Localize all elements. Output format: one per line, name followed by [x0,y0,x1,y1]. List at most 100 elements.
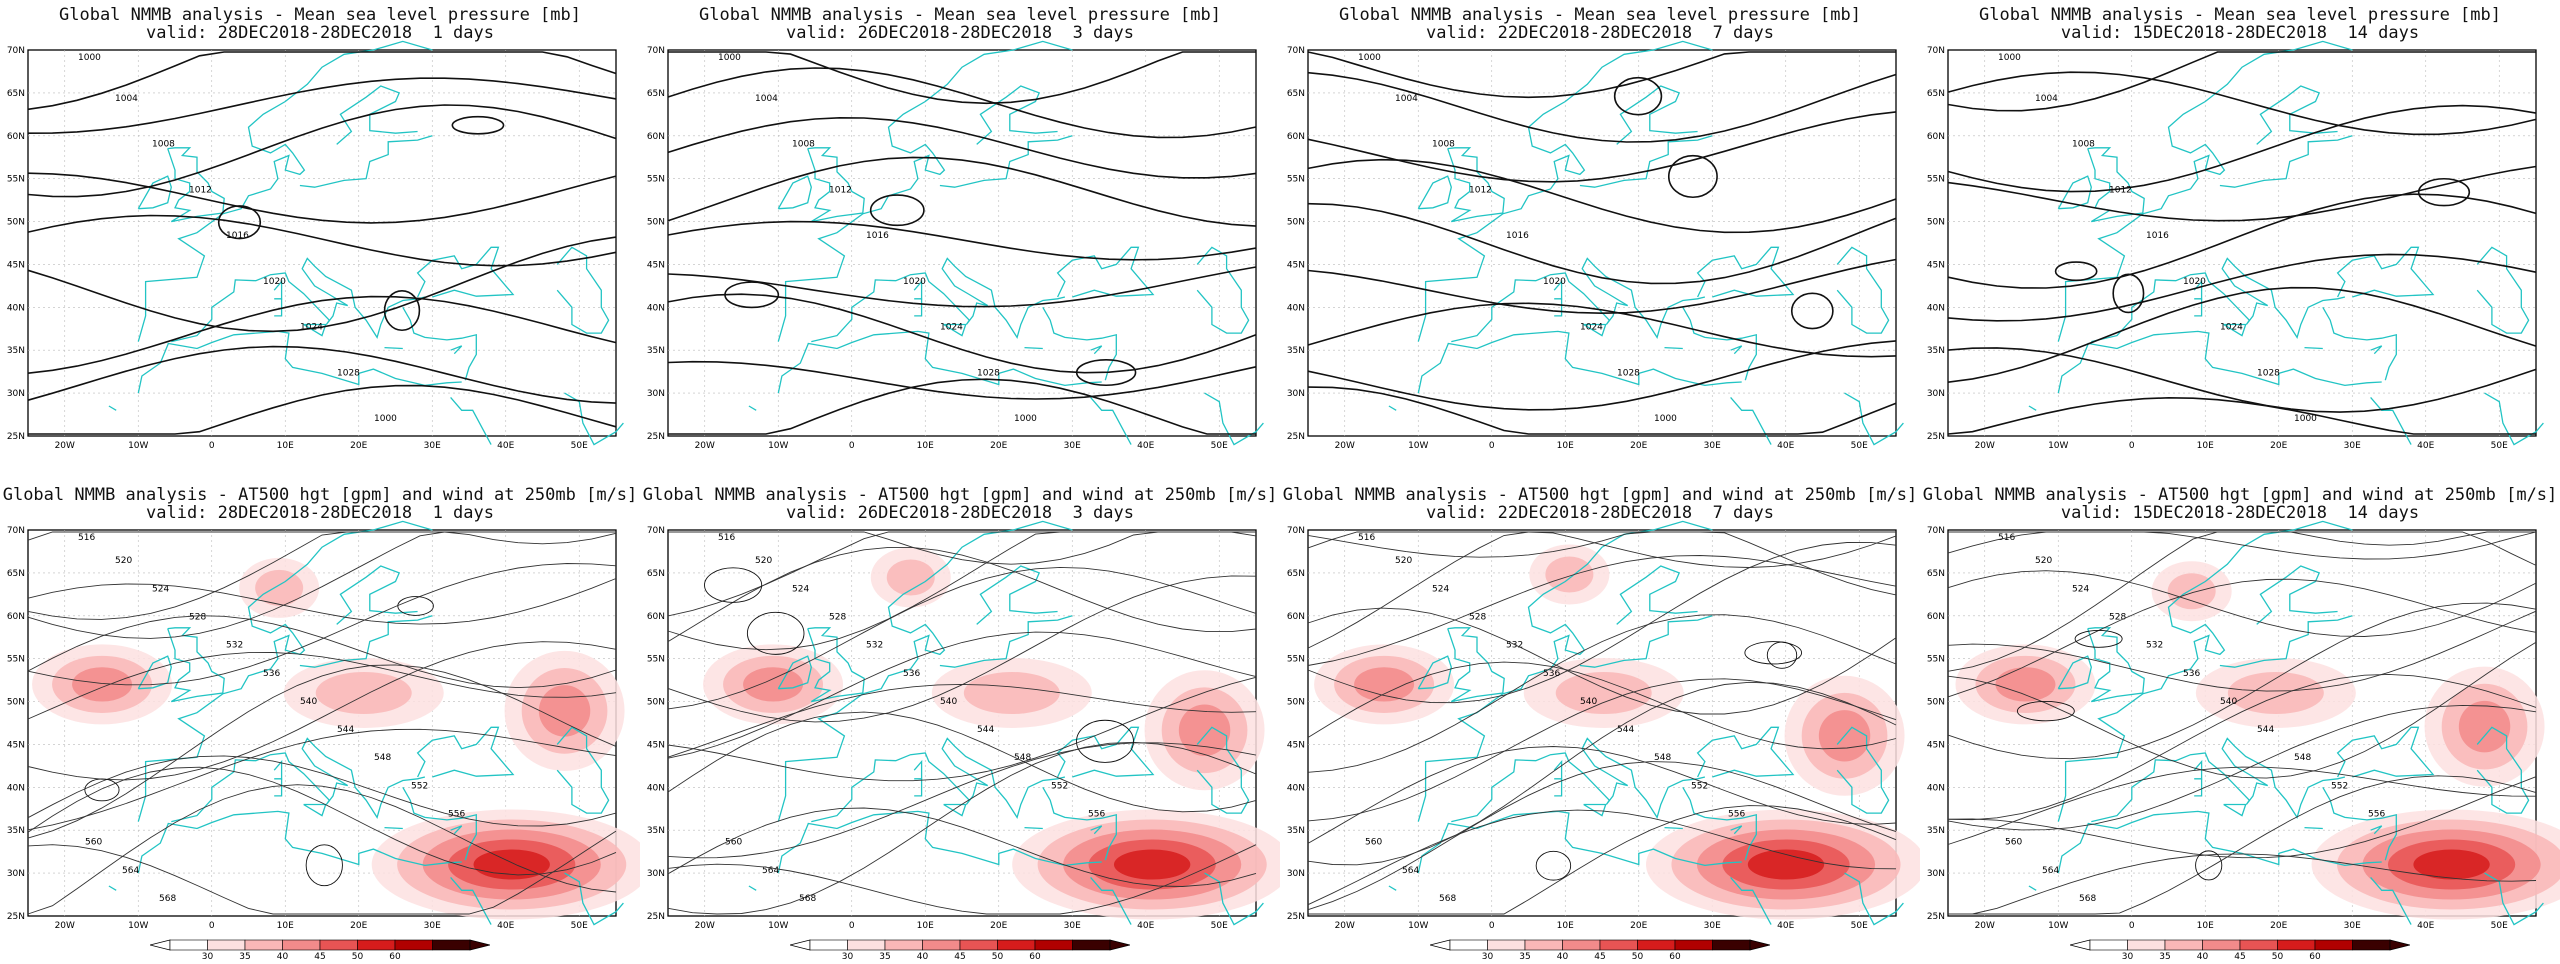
y-tick-label: 45N [7,260,25,270]
colorbar-segment [395,940,433,950]
x-tick-label: 40E [2417,441,2434,451]
y-tick-label: 65N [1927,569,1945,579]
x-tick-label: 20E [2270,921,2287,931]
contour-label: 1004 [2035,94,2058,104]
y-tick-label: 45N [7,740,25,750]
x-tick-label: 50E [1211,441,1228,451]
y-tick-label: 70N [647,526,665,536]
y-tick-label: 70N [7,526,25,536]
contour-label: 528 [829,612,846,622]
panel-z500-14days: Global NMMB analysis - AT500 hgt [gpm] a… [1920,480,2560,960]
wind-shade-area [1995,667,2055,701]
colorbar-tick-label: 45 [314,952,325,960]
colorbar-segment [433,940,471,950]
colorbar-tick-label: 40 [1557,952,1569,960]
colorbar-tick-label: 35 [1519,952,1530,960]
map-plot: 10001004100810121016102010241028100020W 1… [1280,0,1920,480]
y-tick-label: 65N [1287,89,1305,99]
colorbar-segment [810,940,848,950]
colorbar-segment [923,940,961,950]
y-tick-label: 60N [647,132,665,142]
colorbar-segment [320,940,358,950]
y-tick-label: 45N [1927,740,1945,750]
colorbar-segment [848,940,886,950]
contour-label: 564 [2042,866,2059,876]
x-tick-label: 30E [1064,441,1081,451]
x-tick-label: 20W [695,921,715,931]
contour-label: 1016 [2146,231,2169,241]
map-plot: 516 520 524 528 532 536 540 544 548 552 556 560 564 5… [1280,480,1920,960]
y-tick-label: 70N [1287,526,1305,536]
colorbar-segment [2128,940,2166,950]
wind-colorbar: 30 35 40 45 50 60 [1430,938,1770,960]
x-tick-label: 10E [1557,441,1574,451]
y-tick-label: 40N [647,783,665,793]
colorbar-segment [1450,940,1488,950]
panel-mslp-14days: Global NMMB analysis - Mean sea level pr… [1920,0,2560,480]
contour-label: 568 [1439,894,1456,904]
contour-label: 1000 [78,53,101,63]
colorbar-segment [2203,940,2241,950]
x-tick-label: 50E [2491,921,2508,931]
contour-label: 1016 [866,231,889,241]
panel-valid-period: valid: 22DEC2018-28DEC2018 7 days [1280,24,1920,43]
y-tick-label: 25N [7,912,25,922]
y-tick-label: 55N [647,655,665,665]
x-tick-label: 50E [571,441,588,451]
x-tick-label: 40E [497,441,514,451]
y-tick-label: 65N [647,89,665,99]
colorbar-segment [960,940,998,950]
x-tick-label: 20W [55,441,75,451]
colorbar-segment [2240,940,2278,950]
contour-label: 536 [2183,669,2200,679]
contour-label: 1028 [977,368,1000,378]
wind-shade-area [1545,556,1593,592]
contour-label: 532 [226,641,243,651]
panel-valid-period: valid: 26DEC2018-28DEC2018 3 days [640,24,1280,43]
y-tick-label: 60N [7,612,25,622]
x-tick-label: 10E [917,441,934,451]
colorbar-segment [2315,940,2353,950]
contour-label: 544 [2257,725,2274,735]
colorbar-segment [245,940,283,950]
y-tick-label: 25N [7,432,25,442]
contour-label: 1012 [829,185,852,195]
x-tick-label: 50E [1211,921,1228,931]
contour-label: 1028 [1617,368,1640,378]
x-tick-label: 30E [2344,441,2361,451]
y-tick-label: 55N [1927,175,1945,185]
map-plot: 516 520 524 528 532 536 540 544 548 552 556 560 564 5… [640,480,1280,960]
contour-label: 1000 [1358,53,1381,63]
colorbar-min-arrow [790,940,810,950]
y-tick-label: 50N [1927,218,1945,228]
y-tick-label: 55N [7,655,25,665]
y-tick-label: 40N [1927,303,1945,313]
contour-label: 516 [1358,533,1375,543]
contour-label: 552 [1051,781,1068,791]
y-tick-label: 25N [1927,912,1945,922]
x-tick-label: 10W [128,441,148,451]
contour-label: 568 [2079,894,2096,904]
y-tick-label: 40N [1287,303,1305,313]
map-plot: 10001004100810121016102010241028100020W 1… [640,0,1280,480]
contour-label: 1000 [1654,414,1677,424]
x-tick-label: 20W [55,921,75,931]
contour-label: 1000 [1014,414,1037,424]
y-tick-label: 30N [1287,389,1305,399]
colorbar-max-arrow [1110,940,1130,950]
x-tick-label: 0 [1489,441,1495,451]
contour-label: 556 [1088,810,1105,820]
y-tick-label: 45N [1287,740,1305,750]
x-tick-label: 10E [277,921,294,931]
contour-label: 556 [448,810,465,820]
contour-label: 528 [1469,612,1486,622]
colorbar-tick-label: 30 [2122,952,2134,960]
map-plot: 516 520 524 528 532 536 540 544 548 552 556 560 564 5… [1920,480,2560,960]
colorbar-segment [1675,940,1713,950]
y-tick-label: 50N [7,218,25,228]
y-tick-label: 60N [647,612,665,622]
contour-label: 528 [189,612,206,622]
x-tick-label: 0 [1489,921,1495,931]
wind-shade-area [2459,701,2510,752]
